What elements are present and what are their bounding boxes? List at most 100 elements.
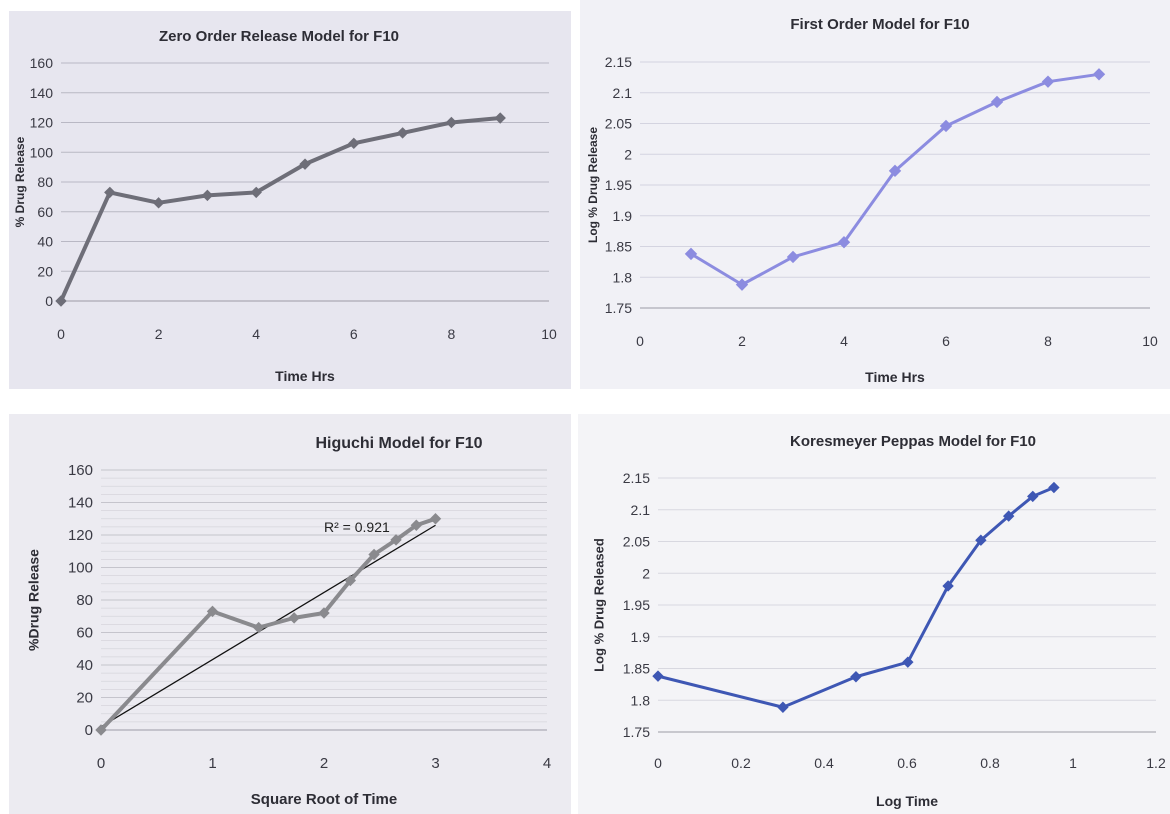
higuchi-chart: 0 20 40 60 80 100 120 140 160 0 1 2 3 4 Higuchi Model … [26,435,551,808]
y-tick-label: 100 [68,560,93,577]
x-tick-label: 3 [431,755,439,772]
x-tick-label: 2 [320,755,328,772]
y-tick-label: 80 [37,174,53,190]
y-tick-label: 1.85 [605,239,632,255]
y-tick-label: 2.1 [631,502,651,518]
y-tick-label: 40 [76,657,93,674]
x-axis-label: Log Time [876,793,938,809]
data-point [252,621,265,634]
data-point [888,164,902,178]
data-point [445,116,458,129]
data-point [1092,68,1106,81]
y-tick-label: 0 [45,293,53,309]
data-point [684,247,698,261]
higuchi-chart-panel: 0 20 40 60 80 100 120 140 160 0 1 2 3 4 Higuchi Model … [9,414,571,814]
y-tick-label: 160 [30,55,54,71]
y-tick-label: 20 [37,263,53,279]
data-point [942,580,954,592]
chart-title: Zero Order Release Model for F10 [159,28,399,45]
data-point [344,574,357,587]
x-tick-label: 8 [448,326,456,342]
x-tick-label: 10 [541,326,557,342]
x-tick-label: 6 [350,326,358,342]
first-order-chart: 1.75 1.8 1.85 1.9 1.95 2 2.05 2.1 2.15 0 2 4 6 8 10 Fir… [586,16,1158,385]
data-point [410,519,423,531]
y-tick-label: 2.05 [623,534,650,550]
data-point [1002,510,1015,522]
data-point [429,513,442,525]
x-tick-label: 0.8 [980,755,1000,771]
data-point [368,548,380,561]
y-tick-label: 1.75 [623,724,650,740]
data-point [390,534,402,546]
data-point [902,656,914,668]
y-axis-label: % Drug Release [13,136,27,227]
x-tick-label: 8 [1044,333,1052,349]
data-point [652,670,664,682]
x-axis-label: Time Hrs [275,368,335,384]
y-tick-label: 40 [37,234,53,250]
data-point [55,295,67,307]
r-squared-annotation: R² = 0.921 [324,519,390,535]
x-tick-label: 0 [654,755,662,771]
y-tick-label: 2.1 [613,85,633,101]
series-line [59,116,501,302]
x-tick-label: 0.4 [814,755,834,771]
y-axis-label: %Drug Release [26,549,42,651]
y-tick-label: 140 [30,85,54,101]
y-tick-label: 1.9 [631,629,651,645]
peppas-chart: 1.75 1.8 1.85 1.9 1.95 2 2.05 2.1 2.15 0 0.2 0.4 0.6… [591,433,1166,809]
x-axis-label: Square Root of Time [251,791,397,808]
data-point [850,671,862,683]
data-point [288,612,300,624]
x-tick-label: 0.6 [897,755,917,771]
x-tick-label: 0 [636,333,644,349]
y-axis-label: Log % Drug Release [586,127,600,243]
first-order-chart-panel: 1.75 1.8 1.85 1.9 1.95 2 2.05 2.1 2.15 0 2 4 6 8 10 Fir… [580,0,1170,389]
y-axis-label: Log % Drug Released [591,538,606,672]
x-tick-label: 4 [543,755,551,772]
data-point [735,278,749,291]
y-tick-label: 20 [76,690,93,707]
data-point [299,158,311,170]
chart-title: Koresmeyer Peppas Model for F10 [790,433,1036,450]
y-tick-label: 80 [76,592,93,609]
data-point [939,119,953,133]
data-point [206,605,219,618]
x-tick-label: 1 [1069,755,1077,771]
data-point [975,534,987,546]
data-point [201,189,214,202]
data-point [837,235,851,249]
y-tick-label: 2 [624,146,632,162]
y-tick-label: 2 [642,565,650,581]
zero-order-chart: 0 20 40 60 80 100 120 140 160 0 2 4 6 8 10 Zero Order R… [13,28,557,384]
data-point [1027,490,1039,503]
chart-title: Higuchi Model for F10 [315,435,482,452]
data-point [348,137,360,150]
series-line [99,516,437,732]
data-point [152,197,165,209]
x-tick-label: 2 [155,326,163,342]
data-point [104,186,116,199]
x-tick-label: 0 [97,755,105,772]
x-tick-label: 4 [252,326,260,342]
y-tick-label: 0 [85,722,93,739]
data-point [777,701,789,713]
x-tick-label: 0.2 [731,755,751,771]
x-tick-label: 1 [208,755,216,772]
y-tick-label: 1.75 [605,300,632,316]
y-tick-label: 120 [68,527,93,544]
zero-order-chart-panel: 0 20 40 60 80 100 120 140 160 0 2 4 6 8 10 Zero Order R… [9,11,571,389]
data-point [990,95,1004,109]
data-point [786,250,800,264]
y-tick-label: 160 [68,462,93,479]
y-tick-label: 120 [30,115,54,131]
y-tick-label: 1.85 [623,661,650,677]
peppas-chart-panel: 1.75 1.8 1.85 1.9 1.95 2 2.05 2.1 2.15 0 0.2 0.4 0.6… [578,414,1170,814]
series-line [690,72,1100,287]
y-tick-label: 2.15 [605,54,632,70]
x-tick-label: 2 [738,333,746,349]
data-point [1041,75,1055,88]
data-point [396,127,409,139]
y-tick-label: 1.8 [613,269,633,285]
